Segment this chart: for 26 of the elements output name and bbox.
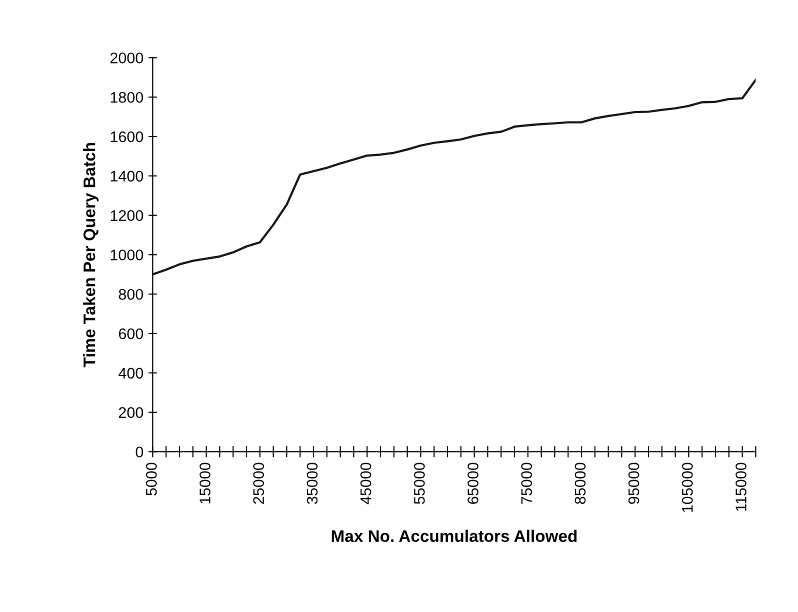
x-tick-label: 65000 xyxy=(468,462,478,504)
line-series xyxy=(152,78,756,276)
y-tick-label: 800 xyxy=(118,288,144,300)
x-tick-label: 15000 xyxy=(200,462,210,504)
x-tick-label: 5000 xyxy=(146,462,157,496)
y-tick-label: 1200 xyxy=(110,210,144,221)
y-tick-label: 1400 xyxy=(110,170,144,182)
y-tick-label: 200 xyxy=(118,407,144,418)
x-tick-label: 55000 xyxy=(414,462,425,504)
y-tick-label: 2000 xyxy=(110,52,144,64)
x-tick-label: 115000 xyxy=(736,462,746,511)
y-tick-label: 1600 xyxy=(110,131,144,142)
y-axis-title: Time Taken Per Query Batch xyxy=(83,143,99,368)
x-axis-title: Max No. Accumulators Allowed xyxy=(332,530,577,542)
x-tick-label: 95000 xyxy=(628,462,640,504)
y-tick-label: 1000 xyxy=(110,250,144,260)
y-tick-label: 600 xyxy=(118,328,144,340)
x-tick-label: 85000 xyxy=(574,462,586,504)
y-tick-label: 1800 xyxy=(110,92,144,103)
y-tick-label: 0 xyxy=(136,446,144,458)
x-tick-label: 25000 xyxy=(253,462,264,504)
x-tick-label: 45000 xyxy=(360,462,372,504)
y-tick-label: 400 xyxy=(118,368,144,379)
x-tick-label: 105000 xyxy=(682,462,693,512)
x-tick-label: 75000 xyxy=(521,462,532,504)
x-tick-label: 35000 xyxy=(306,462,318,504)
